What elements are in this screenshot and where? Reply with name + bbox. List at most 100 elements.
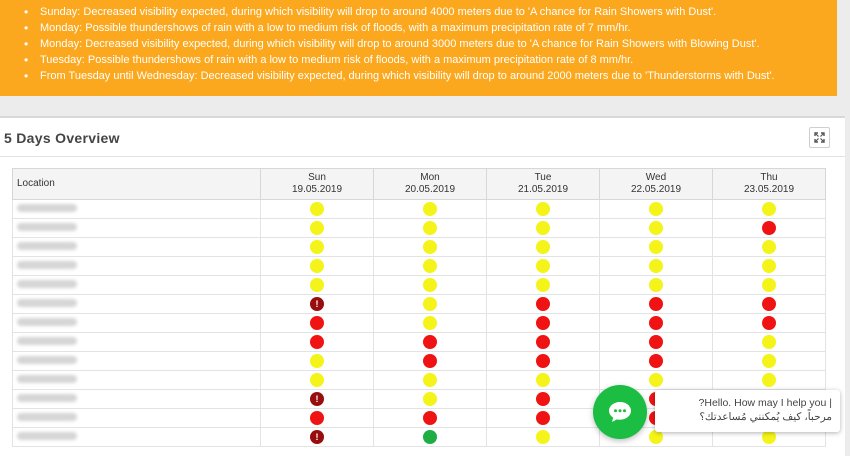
forecast-cell[interactable]: [260, 351, 374, 371]
location-cell[interactable]: [12, 313, 261, 333]
day-header: Mon 20.05.2019: [373, 168, 487, 200]
table-row[interactable]: [12, 256, 826, 276]
location-cell[interactable]: [12, 199, 261, 219]
yellow-status-dot-icon: [310, 354, 324, 368]
forecast-cell[interactable]: [260, 389, 374, 409]
chat-button[interactable]: [593, 385, 647, 439]
forecast-cell[interactable]: [712, 275, 826, 295]
redacted-location-name: [17, 260, 77, 269]
forecast-cell[interactable]: [373, 427, 487, 447]
forecast-cell[interactable]: [599, 199, 713, 219]
table-row[interactable]: [12, 313, 826, 333]
forecast-cell[interactable]: [486, 427, 600, 447]
forecast-cell[interactable]: [486, 275, 600, 295]
forecast-cell[interactable]: [260, 332, 374, 352]
location-cell[interactable]: [12, 256, 261, 276]
table-row[interactable]: [12, 351, 826, 371]
location-cell[interactable]: [12, 408, 261, 428]
day-date: 21.05.2019: [517, 184, 569, 195]
forecast-cell[interactable]: [373, 313, 487, 333]
table-row[interactable]: [12, 275, 826, 295]
table-row[interactable]: [12, 370, 826, 390]
day-header: Wed 22.05.2019: [599, 168, 713, 200]
forecast-cell[interactable]: [373, 218, 487, 238]
location-cell[interactable]: [12, 332, 261, 352]
table-row[interactable]: [12, 218, 826, 238]
forecast-cell[interactable]: [260, 237, 374, 257]
forecast-cell[interactable]: [373, 370, 487, 390]
forecast-cell[interactable]: [373, 237, 487, 257]
forecast-cell[interactable]: [260, 294, 374, 314]
forecast-cell[interactable]: [712, 332, 826, 352]
forecast-cell[interactable]: [599, 256, 713, 276]
forecast-cell[interactable]: [260, 427, 374, 447]
forecast-cell[interactable]: [712, 218, 826, 238]
forecast-cell[interactable]: [373, 332, 487, 352]
yellow-status-dot-icon: [536, 259, 550, 273]
forecast-cell[interactable]: [373, 294, 487, 314]
forecast-cell[interactable]: [712, 313, 826, 333]
forecast-cell[interactable]: [260, 275, 374, 295]
forecast-cell[interactable]: [373, 275, 487, 295]
yellow-status-dot-icon: [423, 278, 437, 292]
forecast-cell[interactable]: [373, 256, 487, 276]
forecast-cell[interactable]: [373, 199, 487, 219]
chat-greeting-box[interactable]: ?Hello. How may I help you | مرحباً، كيف…: [655, 390, 840, 432]
expand-button[interactable]: [809, 127, 830, 148]
yellow-status-dot-icon: [649, 221, 663, 235]
forecast-cell[interactable]: [712, 199, 826, 219]
red-status-dot-icon: [649, 354, 663, 368]
forecast-cell[interactable]: [260, 199, 374, 219]
forecast-cell[interactable]: [373, 389, 487, 409]
forecast-cell[interactable]: [486, 294, 600, 314]
red-status-dot-icon: [310, 316, 324, 330]
forecast-cell[interactable]: [486, 332, 600, 352]
location-cell[interactable]: [12, 218, 261, 238]
forecast-cell[interactable]: [260, 370, 374, 390]
table-row[interactable]: [12, 294, 826, 314]
location-cell[interactable]: [12, 275, 261, 295]
forecast-cell[interactable]: [599, 294, 713, 314]
yellow-status-dot-icon: [762, 373, 776, 387]
yellow-status-dot-icon: [649, 278, 663, 292]
redacted-location-name: [17, 298, 77, 307]
yellow-status-dot-icon: [423, 221, 437, 235]
location-cell[interactable]: [12, 389, 261, 409]
forecast-cell[interactable]: [486, 237, 600, 257]
yellow-status-dot-icon: [649, 240, 663, 254]
forecast-cell[interactable]: [486, 218, 600, 238]
forecast-cell[interactable]: [712, 256, 826, 276]
forecast-cell[interactable]: [373, 351, 487, 371]
forecast-cell[interactable]: [599, 275, 713, 295]
forecast-cell[interactable]: [712, 370, 826, 390]
yellow-status-dot-icon: [310, 259, 324, 273]
location-cell[interactable]: [12, 427, 261, 447]
forecast-cell[interactable]: [486, 389, 600, 409]
forecast-cell[interactable]: [486, 199, 600, 219]
forecast-cell[interactable]: [486, 256, 600, 276]
forecast-cell[interactable]: [599, 332, 713, 352]
table-row[interactable]: [12, 332, 826, 352]
forecast-cell[interactable]: [486, 408, 600, 428]
location-cell[interactable]: [12, 294, 261, 314]
table-row[interactable]: [12, 199, 826, 219]
forecast-cell[interactable]: [712, 237, 826, 257]
location-cell[interactable]: [12, 351, 261, 371]
forecast-cell[interactable]: [260, 313, 374, 333]
table-row[interactable]: [12, 237, 826, 257]
forecast-cell[interactable]: [599, 218, 713, 238]
forecast-cell[interactable]: [373, 408, 487, 428]
forecast-cell[interactable]: [599, 313, 713, 333]
forecast-cell[interactable]: [260, 218, 374, 238]
forecast-cell[interactable]: [486, 313, 600, 333]
location-cell[interactable]: [12, 370, 261, 390]
forecast-cell[interactable]: [599, 237, 713, 257]
forecast-cell[interactable]: [712, 294, 826, 314]
forecast-cell[interactable]: [599, 351, 713, 371]
forecast-cell[interactable]: [260, 408, 374, 428]
forecast-cell[interactable]: [712, 351, 826, 371]
location-cell[interactable]: [12, 237, 261, 257]
forecast-cell[interactable]: [260, 256, 374, 276]
forecast-cell[interactable]: [486, 370, 600, 390]
forecast-cell[interactable]: [486, 351, 600, 371]
